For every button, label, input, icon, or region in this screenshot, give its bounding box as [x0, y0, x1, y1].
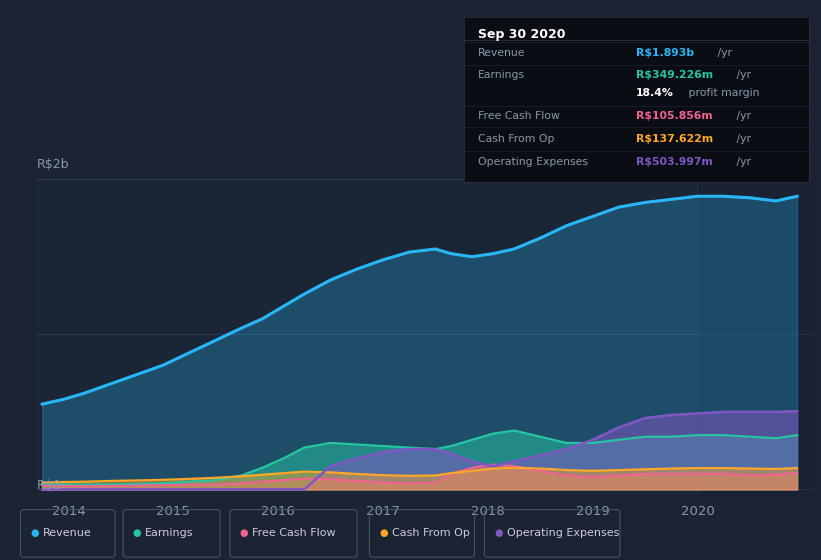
Text: Sep 30 2020: Sep 30 2020 [478, 29, 565, 41]
Text: Free Cash Flow: Free Cash Flow [252, 529, 336, 538]
Text: R$137.622m: R$137.622m [636, 134, 713, 144]
Text: /yr: /yr [733, 111, 751, 121]
Text: Operating Expenses: Operating Expenses [478, 157, 588, 167]
Text: ●: ● [133, 529, 141, 538]
Text: /yr: /yr [733, 157, 751, 167]
Text: R$0: R$0 [37, 479, 62, 492]
Text: Free Cash Flow: Free Cash Flow [478, 111, 560, 121]
Text: R$105.856m: R$105.856m [636, 111, 713, 121]
Text: Revenue: Revenue [43, 529, 91, 538]
Text: Cash From Op: Cash From Op [392, 529, 470, 538]
Text: ●: ● [494, 529, 502, 538]
Text: R$349.226m: R$349.226m [636, 69, 713, 80]
Text: R$2b: R$2b [37, 158, 70, 171]
Text: /yr: /yr [713, 48, 732, 58]
Text: Operating Expenses: Operating Expenses [507, 529, 619, 538]
Text: profit margin: profit margin [685, 88, 759, 98]
Text: R$1.893b: R$1.893b [636, 48, 695, 58]
Text: /yr: /yr [733, 134, 751, 144]
Bar [698, 179, 813, 496]
Text: R$503.997m: R$503.997m [636, 157, 713, 167]
Text: 18.4%: 18.4% [636, 88, 674, 98]
Text: ●: ● [379, 529, 388, 538]
Text: Earnings: Earnings [145, 529, 194, 538]
Text: /yr: /yr [733, 69, 751, 80]
Text: ●: ● [30, 529, 39, 538]
Text: Cash From Op: Cash From Op [478, 134, 554, 144]
Text: Revenue: Revenue [478, 48, 525, 58]
Text: Earnings: Earnings [478, 69, 525, 80]
Text: ●: ● [240, 529, 248, 538]
